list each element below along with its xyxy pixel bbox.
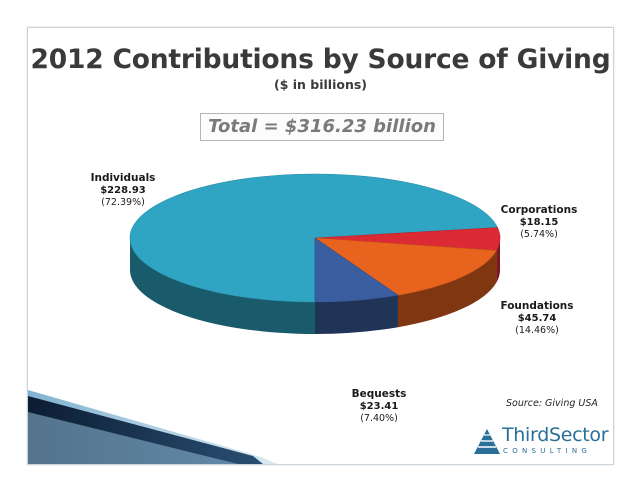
pie-chart [28,173,501,464]
pie-side-bequests [315,295,398,334]
total-box: Total = $316.23 billion [200,113,444,141]
logo-name-part1: Third [502,424,549,446]
pie-slices [129,173,501,303]
slice-name: Individuals [90,172,156,184]
slice-percent: (14.46%) [515,325,559,336]
logo-tagline: CONSULTING [503,447,592,455]
chart-title: 2012 Contributions by Source of Giving [30,44,611,75]
slice-value: $45.74 [517,313,557,324]
pie-slice-foundations [313,237,497,296]
slice-value: $228.93 [100,185,146,196]
slice-percent: (72.39%) [101,197,145,208]
slice-value: $18.15 [519,217,559,228]
company-logo: ThirdSector CONSULTING [472,423,612,459]
slice-percent: (7.40%) [360,413,398,424]
label-bequests: Bequests $23.41 (7.40%) [329,388,429,425]
pie-slice-individuals [129,173,498,303]
pie-slice-bequests [314,237,399,303]
label-corporations: Corporations $18.15 (5.74%) [484,204,594,241]
chart-subtitle: ($ in billions) [273,77,368,92]
slice-value: $23.41 [359,401,399,412]
slice-name: Foundations [500,300,574,312]
pie-sides [130,238,500,334]
source-note: Source: Giving USA [506,398,598,409]
pie-side-foundations [397,250,497,328]
logo-name-part2: Sector [548,424,609,446]
pie-side-individuals [130,238,315,334]
logo-name: ThirdSector [502,424,609,446]
slice-name: Bequests [351,388,407,400]
slice-name: Corporations [500,204,578,216]
slice-percent: (5.74%) [520,229,558,240]
label-individuals: Individuals $228.93 (72.39%) [68,172,178,209]
triangle-logo-icon [474,429,500,454]
label-foundations: Foundations $45.74 (14.46%) [482,300,592,337]
slide: 2012 Contributions by Source of Giving (… [27,27,614,465]
corner-decoration [28,390,278,464]
